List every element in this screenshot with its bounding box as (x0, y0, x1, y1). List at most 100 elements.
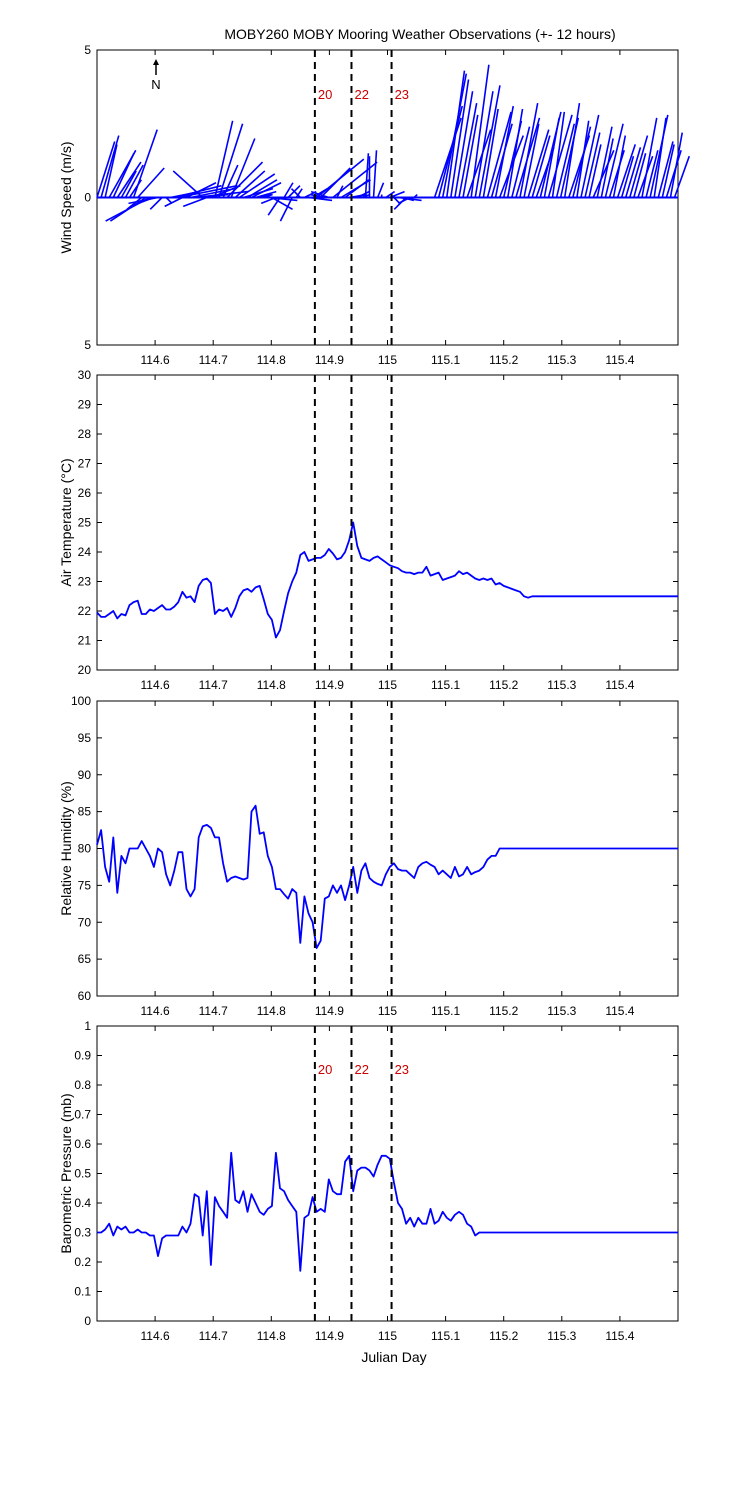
wind-vector (653, 117, 667, 198)
y-tick-label: 0.6 (74, 1137, 91, 1151)
x-tick-label: 115.1 (431, 1004, 460, 1018)
wind-vector (120, 170, 137, 198)
wind-vector (657, 141, 674, 198)
x-tick-label: 115.2 (489, 1004, 518, 1018)
wind-vector (454, 91, 474, 198)
x-tick-label: 115.4 (605, 678, 634, 692)
wind-vector (641, 117, 658, 198)
x-tick-label: 115.1 (431, 1329, 460, 1343)
wind-vector (531, 135, 551, 198)
wind-vector (478, 85, 501, 198)
wind-vector (132, 129, 158, 198)
x-axis-label: Julian Day (361, 1349, 426, 1365)
y-tick-label: 0.7 (74, 1108, 91, 1122)
y-tick-label: 21 (78, 634, 92, 648)
wind-vector (398, 196, 411, 205)
wind-vector (482, 108, 499, 198)
wind-vector (576, 120, 590, 198)
y-tick-label: 20 (78, 663, 92, 677)
wind-vector (437, 105, 464, 198)
wind-vector (234, 170, 266, 199)
x-tick-label: 115.2 (489, 678, 518, 692)
wind-vector (149, 196, 163, 210)
wind-vector (669, 132, 684, 198)
x-tick-label: 114.7 (199, 1329, 228, 1343)
wind-vector (283, 182, 294, 198)
x-tick-label: 114.8 (257, 353, 286, 367)
wind-vector (251, 182, 282, 199)
wind-vector (126, 196, 143, 210)
y-axis-label: Relative Humidity (%) (58, 781, 74, 916)
wind-vector (164, 196, 183, 208)
x-tick-label: 114.8 (257, 1004, 286, 1018)
wind-vector (673, 155, 691, 198)
wind-vector (490, 123, 513, 198)
chart-panel-1: 5 0 5 114.6 114.7 114.8 114.9 115 115.1 115.2 115.… (58, 43, 691, 367)
x-tick-label: 114.9 (315, 1004, 344, 1018)
y-tick-label: 1 (84, 1019, 91, 1033)
y-tick-label: 0.9 (74, 1049, 91, 1063)
wind-vector (116, 161, 142, 198)
wind-vector (629, 135, 649, 198)
wind-vector (592, 149, 615, 198)
wind-vector (385, 190, 396, 199)
wind-vector (527, 129, 550, 198)
x-tick-label: 115.4 (605, 1329, 634, 1343)
wind-vector (230, 138, 256, 198)
wind-vector (364, 153, 370, 198)
y-tick-label: 85 (78, 805, 92, 819)
wind-vector (523, 123, 540, 198)
x-tick-label: 114.6 (141, 1004, 170, 1018)
wind-vector (172, 170, 204, 199)
wind-vector (279, 197, 293, 222)
wind-vector (600, 138, 614, 198)
wind-vector (218, 123, 244, 198)
x-tick-label: 115.1 (431, 353, 460, 367)
y-tick-label: 0.1 (74, 1285, 91, 1299)
y-tick-label: 90 (78, 768, 92, 782)
wind-vector (551, 111, 566, 198)
wind-vector (450, 79, 470, 198)
y-tick-label: 30 (78, 368, 92, 382)
y-tick-label: 25 (78, 516, 92, 530)
y-tick-label: 22 (78, 604, 92, 618)
wind-vector (665, 150, 682, 198)
event-label: 22 (354, 87, 368, 102)
wind-vector (128, 196, 159, 205)
wind-vector (104, 144, 118, 198)
event-label: 23 (395, 87, 409, 102)
wind-vector (661, 144, 675, 198)
wind-vector (511, 126, 531, 198)
x-tick-label: 115.1 (431, 678, 460, 692)
y-tick-label: 80 (78, 842, 92, 856)
wind-vector (580, 114, 600, 198)
wind-vector (563, 102, 581, 198)
wind-vector (222, 164, 239, 198)
x-tick-label: 114.9 (315, 678, 344, 692)
x-tick-label: 115.4 (605, 1004, 634, 1018)
y-tick-label: 23 (78, 575, 92, 589)
y-axis-label: Wind Speed (m/s) (58, 141, 74, 253)
wind-vector (519, 102, 539, 198)
figure-title: MOBY260 MOBY Mooring Weather Observation… (224, 26, 615, 42)
x-tick-label: 115 (378, 1329, 397, 1343)
wind-vector (290, 188, 301, 199)
wind-vector (124, 164, 144, 198)
y-tick-label: 5 (84, 43, 91, 57)
x-tick-label: 115.4 (605, 353, 634, 367)
wind-vector (271, 196, 293, 210)
wind-vector (356, 190, 370, 199)
y-tick-label: 0 (84, 1314, 91, 1328)
y-tick-label: 0.8 (74, 1078, 91, 1092)
wind-vector (393, 196, 407, 210)
y-tick-label: 70 (78, 915, 92, 929)
chart-panel-4: 0 0.1 0.2 0.3 0.4 0.5 0.6 0.7 0.8 0.9 1 114.6 114.7 1… (58, 1019, 679, 1343)
wind-vector (543, 117, 560, 198)
wind-vector (604, 123, 624, 198)
y-tick-label: 29 (78, 398, 92, 412)
y-tick-label: 0.4 (74, 1196, 91, 1210)
x-tick-label: 115.3 (547, 1329, 576, 1343)
wind-vector (458, 102, 478, 198)
wind-vector (486, 111, 512, 198)
